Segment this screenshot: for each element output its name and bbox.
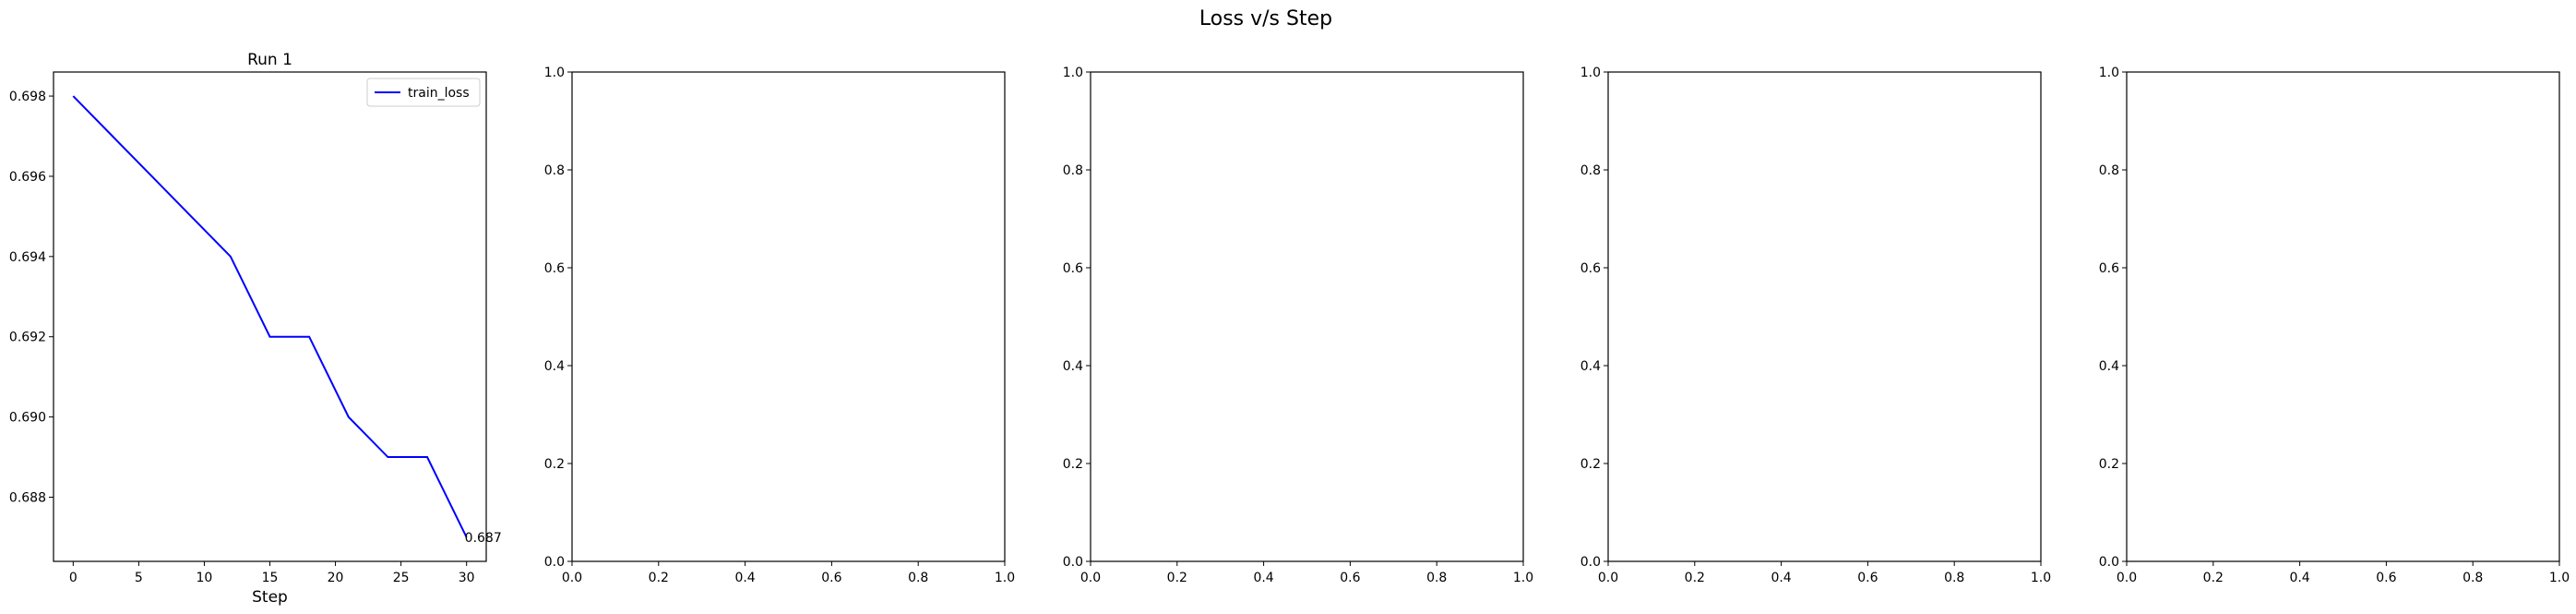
- x-tick-label: 0.2: [2203, 571, 2224, 585]
- subplot-title: Run 1: [247, 51, 292, 69]
- y-tick-label: 0.2: [1580, 457, 1601, 472]
- legend: train_loss: [366, 78, 481, 107]
- subplot-2: 0.0 0.2 0.4 0.6 0.8 1.0 0.0 0.2 0.4 0.6 0.8 1.0: [544, 66, 1015, 585]
- y-tick-label: 0.8: [1063, 163, 1083, 178]
- y-tick-label: 0.0: [1063, 555, 1083, 570]
- x-tick-label: 0.4: [1771, 571, 1791, 585]
- x-tick-label: 0.4: [734, 571, 755, 585]
- y-tick-label: 1.0: [2099, 66, 2119, 80]
- subplot-5: 0.0 0.2 0.4 0.6 0.8 1.0 0.0 0.2 0.4 0.6 0.8 1.0: [2099, 66, 2570, 585]
- y-tick-label: 0.692: [9, 331, 46, 345]
- legend-label: train_loss: [408, 86, 470, 101]
- x-tick-label: 0.4: [1253, 571, 1273, 585]
- x-tick-label: 0: [69, 571, 78, 585]
- y-tick-label: 0.8: [1580, 163, 1601, 178]
- axes-frame: [1607, 71, 2042, 562]
- x-tick-label: 1.0: [1513, 571, 1533, 585]
- x-axis-label: Step: [252, 588, 288, 607]
- x-tick-label: 5: [135, 571, 143, 585]
- x-tick-label: 0.2: [1685, 571, 1705, 585]
- y-tick-label: 0.0: [544, 555, 565, 570]
- y-tick-label: 1.0: [1063, 66, 1083, 80]
- y-tick-label: 0.696: [9, 170, 46, 185]
- axes-frame: [571, 71, 1006, 562]
- y-tick-label: 1.0: [544, 66, 565, 80]
- x-tick-label: 0.6: [2376, 571, 2396, 585]
- y-tick-label: 0.8: [2099, 163, 2119, 178]
- x-tick-label: 1.0: [2549, 571, 2570, 585]
- x-tick-label: 0.0: [1598, 571, 1618, 585]
- x-tick-label: 1.0: [995, 571, 1015, 585]
- x-tick-label: 10: [197, 571, 213, 585]
- x-tick-label: 0.8: [2463, 571, 2483, 585]
- x-tick-label: 0.0: [562, 571, 582, 585]
- x-tick-label: 0.2: [1167, 571, 1187, 585]
- axes-frame: [1090, 71, 1524, 562]
- y-tick-label: 0.690: [9, 411, 46, 426]
- subplot-4: 0.0 0.2 0.4 0.6 0.8 1.0 0.0 0.2 0.4 0.6 0.8 1.0: [1580, 66, 2051, 585]
- y-tick-label: 1.0: [1580, 66, 1601, 80]
- x-tick-label: 0.0: [2117, 571, 2137, 585]
- y-tick-label: 0.2: [2099, 457, 2119, 472]
- y-tick-label: 0.6: [1063, 261, 1083, 276]
- x-tick-label: 15: [262, 571, 279, 585]
- legend-box: [366, 78, 481, 107]
- figure-title: Loss v/s Step: [1199, 7, 1332, 30]
- x-tick-label: 0.4: [2289, 571, 2309, 585]
- x-tick-label: 0.8: [1426, 571, 1447, 585]
- axes-frame: [2126, 71, 2560, 562]
- x-tick-label: 30: [459, 571, 475, 585]
- x-tick-label: 20: [328, 571, 344, 585]
- y-tick-label: 0.2: [1063, 457, 1083, 472]
- y-tick-label: 0.4: [1580, 359, 1601, 374]
- y-tick-label: 0.4: [1063, 359, 1083, 374]
- subplot-1: Run 1 0 5 10 15 20 25 30 0.688 0.690 0.692 0.694 0.6…: [9, 51, 502, 607]
- y-tick-label: 0.688: [9, 490, 46, 505]
- x-tick-label: 0.8: [1944, 571, 1964, 585]
- y-tick-label: 0.0: [2099, 555, 2119, 570]
- subplot-3: 0.0 0.2 0.4 0.6 0.8 1.0 0.0 0.2 0.4 0.6 0.8 1.0: [1063, 66, 1533, 585]
- x-tick-label: 0.2: [649, 571, 669, 585]
- x-tick-label: 0.6: [1340, 571, 1360, 585]
- y-tick-label: 0.0: [1580, 555, 1601, 570]
- y-tick-label: 0.694: [9, 250, 46, 265]
- y-tick-label: 0.6: [1580, 261, 1601, 276]
- y-tick-label: 0.4: [544, 359, 565, 374]
- axes-frame: [53, 71, 487, 562]
- y-tick-label: 0.6: [2099, 261, 2119, 276]
- x-tick-label: 0.8: [908, 571, 928, 585]
- y-tick-label: 0.6: [544, 261, 565, 276]
- x-tick-label: 0.0: [1080, 571, 1101, 585]
- x-tick-label: 25: [393, 571, 410, 585]
- y-tick-label: 0.698: [9, 90, 46, 104]
- y-tick-label: 0.8: [544, 163, 565, 178]
- y-tick-label: 0.2: [544, 457, 565, 472]
- data-label: 0.687: [465, 531, 502, 546]
- y-tick-label: 0.4: [2099, 359, 2119, 374]
- x-tick-label: 0.6: [1857, 571, 1878, 585]
- x-tick-label: 1.0: [2031, 571, 2051, 585]
- x-tick-label: 0.6: [821, 571, 841, 585]
